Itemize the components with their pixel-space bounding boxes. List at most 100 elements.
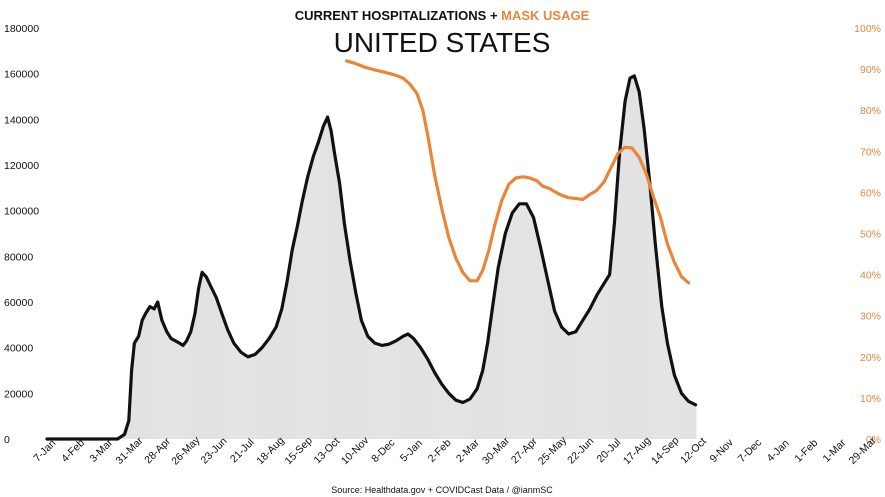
area-bar <box>166 331 168 439</box>
area-bar <box>640 99 641 439</box>
area-bar <box>224 320 226 439</box>
area-bar <box>616 201 617 439</box>
area-bar <box>587 312 589 439</box>
area-bar <box>443 386 445 439</box>
area-bar <box>630 78 631 440</box>
area-bar <box>504 238 505 439</box>
area-bar <box>375 343 377 439</box>
area-bar <box>330 126 331 439</box>
area-bar <box>326 118 328 439</box>
area-bar <box>473 394 474 439</box>
area-bar <box>146 311 148 439</box>
area-bar <box>347 241 348 439</box>
area-bar <box>427 359 429 439</box>
area-bar <box>173 340 175 439</box>
area-bar <box>305 185 307 439</box>
x-tick-label: 4-Feb <box>59 437 87 465</box>
area-bar <box>129 406 131 439</box>
area-bar <box>397 339 399 439</box>
area-bar <box>237 347 239 439</box>
area-bar <box>638 88 639 440</box>
area-bar <box>537 234 539 439</box>
area-bar <box>500 257 501 439</box>
area-bar <box>137 337 139 439</box>
area-bar <box>212 289 213 439</box>
right-axis-ticks: 0% 10% 20% 30% 40% 50% 60% 70% 80% 90% 100% <box>854 23 881 446</box>
area-bar <box>669 352 671 439</box>
right-tick-label: 60% <box>860 187 881 199</box>
x-tick-label: 23-Jun <box>198 435 229 466</box>
x-tick-label: 7-Dec <box>736 437 764 465</box>
area-bar <box>498 267 499 439</box>
area-bar <box>334 149 335 440</box>
area-bar <box>533 217 535 439</box>
area-bar <box>161 319 163 439</box>
area-bar <box>523 203 525 439</box>
area-bar <box>214 293 215 439</box>
area-bar <box>364 327 365 439</box>
area-bar <box>553 306 555 439</box>
area-bar <box>300 208 302 439</box>
area-bar <box>203 273 204 439</box>
area-bar <box>195 313 196 439</box>
area-bar <box>281 309 283 439</box>
area-bar <box>335 156 336 439</box>
right-tick-label: 100% <box>854 23 881 35</box>
area-bar <box>544 265 546 439</box>
area-bar <box>176 341 178 439</box>
area-bar <box>555 313 557 439</box>
area-bar <box>297 224 299 439</box>
area-bar <box>414 339 416 439</box>
area-bar <box>478 385 479 439</box>
area-bar <box>162 322 164 439</box>
area-bar <box>672 365 674 439</box>
area-bar <box>528 207 530 439</box>
area-bar <box>319 137 321 439</box>
x-tick-label: 29-Mar <box>847 435 879 467</box>
area-bar <box>545 270 547 439</box>
area-bar <box>529 209 531 439</box>
area-bar <box>457 400 459 439</box>
chart-title-part2: MASK USAGE <box>501 8 589 23</box>
source-note: Source: Healthdata.gov + COVIDCast Data … <box>331 485 553 495</box>
x-tick-label: 2-Feb <box>426 437 454 465</box>
area-bar <box>465 401 467 439</box>
area-bar <box>345 228 346 439</box>
area-bar <box>442 385 444 439</box>
area-bar <box>122 435 124 439</box>
area-bar <box>593 301 595 439</box>
series-line-hospitalizations <box>45 74 698 441</box>
area-bar <box>226 325 228 439</box>
area-bar <box>682 394 684 439</box>
area-bar <box>653 221 655 439</box>
area-bar <box>506 230 508 439</box>
area-bar <box>575 331 577 439</box>
area-bar <box>220 308 221 439</box>
area-bar <box>392 342 394 439</box>
area-bar <box>358 304 359 439</box>
area-bar <box>636 82 637 440</box>
area-bar <box>298 218 300 439</box>
area-bar <box>577 328 579 439</box>
area-bar <box>554 311 556 439</box>
area-bar <box>626 96 627 439</box>
area-bar <box>463 401 465 439</box>
area-bar <box>157 302 159 439</box>
area-bar <box>418 345 420 439</box>
area-bar <box>222 314 223 439</box>
left-tick-label: 180000 <box>4 23 39 35</box>
area-bar <box>566 332 568 439</box>
area-bar <box>356 294 357 439</box>
area-bar <box>188 337 189 439</box>
area-bar <box>324 122 326 439</box>
area-bar <box>402 336 404 439</box>
area-bar <box>381 345 383 439</box>
area-bar <box>651 199 653 439</box>
area-bar <box>215 295 216 439</box>
area-bar <box>277 322 279 439</box>
area-bar <box>650 188 652 439</box>
area-bar <box>384 344 386 439</box>
area-bar <box>652 210 654 439</box>
area-bar <box>464 401 466 439</box>
